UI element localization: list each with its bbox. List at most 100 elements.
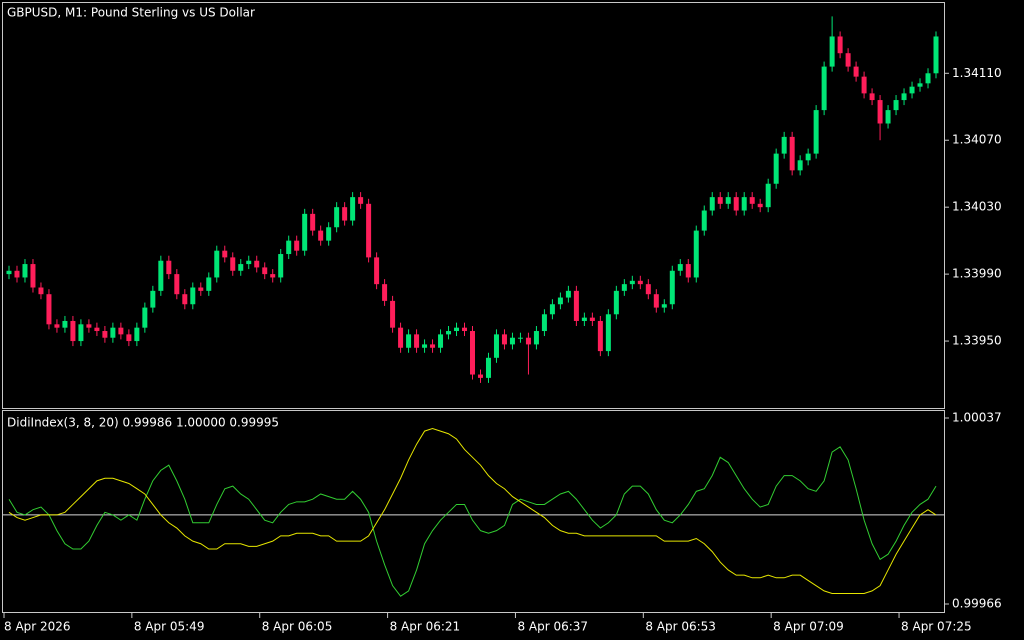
candle-body (126, 334, 132, 342)
candle-body (454, 327, 460, 332)
candle-body (749, 197, 755, 204)
candle-body (741, 197, 747, 211)
candle-body (182, 294, 188, 305)
candle-body (62, 320, 68, 328)
candle-body (653, 294, 659, 308)
candle-body (406, 334, 412, 348)
indicator-panel-frame (2, 410, 945, 613)
candle-body (933, 36, 939, 74)
candle-body (501, 334, 507, 345)
candle-body (166, 260, 172, 275)
x-tick-label: 8 Apr 06:37 (517, 620, 588, 634)
candle-body (573, 290, 579, 321)
candle-body (190, 287, 196, 305)
candle-body (118, 327, 124, 335)
candle-body (310, 213, 316, 231)
candle-body (877, 100, 883, 124)
candle-body (661, 304, 667, 308)
candle-body (78, 324, 84, 342)
candle-body (94, 327, 100, 332)
candle-body (22, 264, 28, 278)
candle-body (350, 197, 356, 221)
candle-body (230, 257, 236, 271)
candle-body (677, 264, 683, 271)
candle-body (861, 76, 867, 94)
candle-body (46, 294, 52, 325)
candle-body (358, 197, 364, 204)
candle-body (70, 320, 76, 342)
price-panel-frame (2, 2, 945, 409)
candle-body (30, 264, 36, 288)
candle-body (222, 250, 228, 258)
candle-body (38, 287, 44, 295)
candle-body (557, 297, 563, 305)
y-tick-label: 0.99966 (952, 597, 1002, 611)
candle-body (470, 331, 476, 375)
candle-body (102, 331, 108, 338)
candle-body (54, 324, 60, 328)
candle-body (797, 160, 803, 171)
candle-body (318, 230, 324, 241)
x-tick-label: 8 Apr 2026 (4, 620, 71, 634)
candle-body (278, 254, 284, 278)
candle-body (438, 334, 444, 348)
candle-body (837, 36, 843, 54)
x-tick-label: 8 Apr 05:49 (134, 620, 205, 634)
x-tick-label: 8 Apr 06:05 (262, 620, 333, 634)
candle-body (549, 304, 555, 315)
candle-body (414, 334, 420, 348)
candle-body (294, 240, 300, 251)
price-title: GBPUSD, M1: Pound Sterling vs US Dollar (7, 6, 255, 20)
candle-body (398, 327, 404, 348)
candle-body (14, 270, 20, 278)
candle-body (246, 260, 252, 265)
candle-body (286, 240, 292, 255)
candle-body (150, 290, 156, 308)
candle-body (158, 260, 164, 291)
candle-body (214, 250, 220, 278)
candle-body (374, 257, 380, 285)
candle-body (206, 277, 212, 291)
candle-body (366, 203, 372, 258)
candle-body (621, 284, 627, 291)
candle-body (462, 327, 468, 332)
candle-body (909, 86, 915, 94)
candle-body (493, 334, 499, 358)
candle-body (254, 260, 260, 268)
candle-body (326, 227, 332, 241)
candle-body (805, 153, 811, 161)
candle-body (765, 183, 771, 208)
candle-body (174, 274, 180, 295)
candle-body (382, 284, 388, 301)
candle-body (597, 320, 603, 352)
candle-body (629, 280, 635, 285)
candle-body (685, 264, 691, 278)
candle-body (605, 314, 611, 352)
candle-body (925, 73, 931, 84)
candle-body (509, 337, 515, 345)
candle-body (565, 290, 571, 298)
indicator-line (8, 427, 937, 595)
candle-body (853, 66, 859, 77)
candle-body (701, 210, 707, 231)
candle-body (262, 267, 268, 275)
candle-body (613, 290, 619, 315)
y-tick-label: 1.00037 (952, 411, 1002, 425)
candle-body (142, 307, 148, 328)
candle-body (917, 83, 923, 87)
candle-body (725, 197, 731, 204)
candle-body (821, 66, 827, 111)
y-tick-label: 1.34110 (952, 66, 1002, 80)
candle-body (533, 331, 539, 345)
candle-body (302, 213, 308, 251)
candle-body (541, 314, 547, 332)
x-tick-label: 8 Apr 07:09 (773, 620, 844, 634)
candle-body (334, 207, 340, 228)
candle-body (901, 93, 907, 101)
candle-body (270, 274, 276, 278)
candle-body (446, 331, 452, 335)
candle-body (134, 327, 140, 342)
y-tick-label: 1.34030 (952, 200, 1002, 214)
candle-body (869, 93, 875, 101)
